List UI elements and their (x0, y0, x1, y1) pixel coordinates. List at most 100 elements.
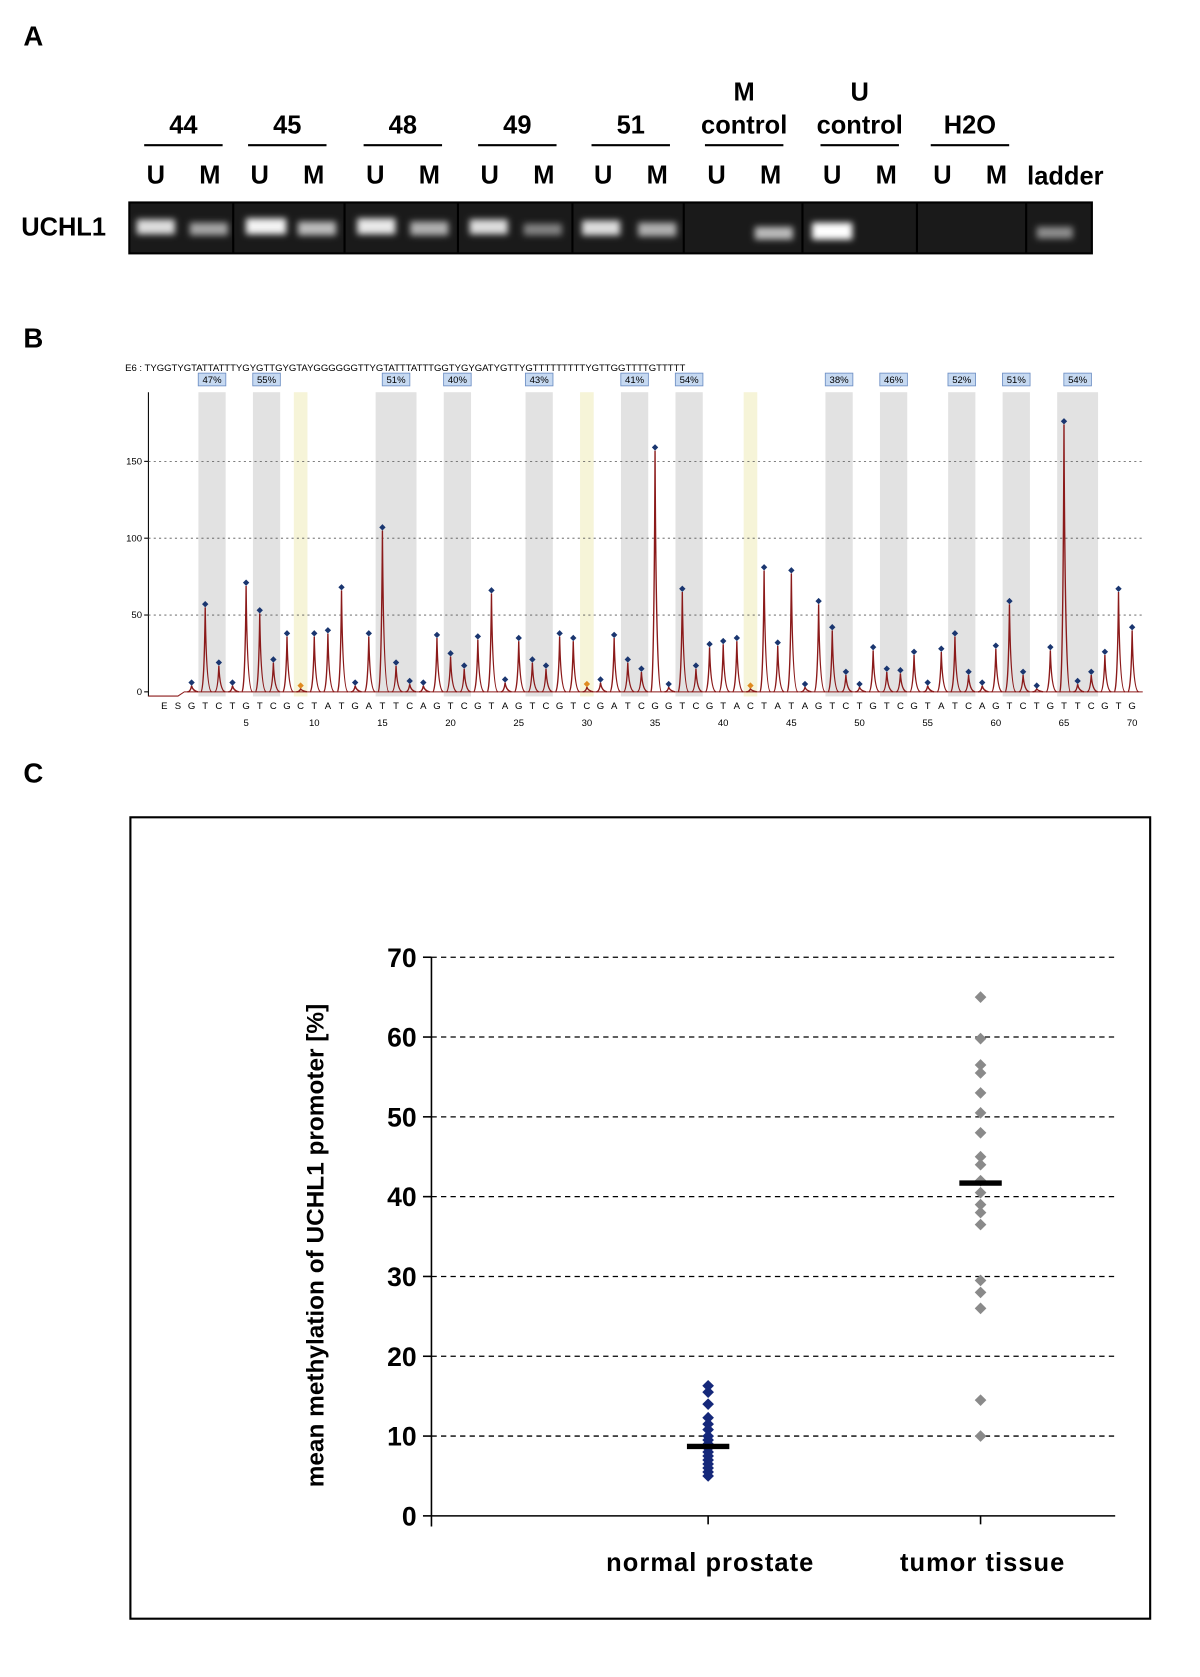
x-category-label: T (257, 701, 263, 712)
peak (759, 570, 772, 693)
y-axis-label: mean methylation of UCHL1 promoter [%] (302, 1004, 329, 1487)
x-category-label: G (651, 701, 658, 712)
peak-marker (297, 682, 304, 689)
y-tick-label: 70 (387, 943, 416, 973)
peak-marker (379, 524, 386, 531)
panel-label: A (23, 21, 43, 52)
x-category-label: G (706, 701, 713, 712)
peak (296, 687, 308, 693)
gel-band (469, 219, 508, 235)
peak (813, 604, 826, 693)
control-band (293, 392, 308, 697)
gel-band (812, 222, 853, 240)
cpg-label: 46% (884, 375, 904, 386)
sample-label: 48 (389, 112, 417, 140)
gel-band (581, 220, 621, 236)
peak-marker (338, 584, 345, 591)
peak-marker (665, 680, 672, 688)
peak (977, 685, 989, 693)
x-category-label: T (448, 701, 454, 712)
x-category-label: G (556, 701, 563, 712)
peak-marker (324, 627, 332, 634)
peak-marker (610, 631, 618, 639)
peak-marker (283, 630, 291, 637)
data-point (974, 1274, 987, 1287)
peak-marker (1074, 677, 1081, 685)
peak-marker (1047, 643, 1054, 651)
cpg-label: 43% (530, 375, 550, 386)
lane-label: M (647, 161, 668, 189)
x-tick-label: 50 (854, 718, 865, 729)
peak-marker (529, 656, 536, 663)
peak (377, 530, 390, 693)
lane-label: M (533, 161, 554, 189)
peak-marker (229, 679, 236, 686)
peak (1073, 684, 1085, 693)
y-tick-label: 40 (387, 1182, 416, 1212)
cpg-band (675, 392, 703, 697)
peak-marker (365, 630, 372, 637)
peak-marker (951, 630, 959, 637)
gel-band (136, 219, 175, 235)
x-tick-label: 65 (1059, 718, 1070, 729)
lane-label: U (147, 161, 165, 189)
peak (895, 673, 908, 693)
cpg-label: 55% (257, 375, 277, 386)
cpg-label: 51% (1007, 375, 1027, 386)
peak-marker (488, 587, 495, 594)
x-category-label: T (884, 701, 890, 712)
peak (786, 573, 799, 693)
cpg-band (879, 392, 908, 697)
peak (309, 636, 322, 693)
x-tick-label: 35 (650, 718, 661, 729)
x-tick-label: 30 (582, 718, 593, 729)
peak (554, 636, 567, 693)
x-tick-label: 70 (1127, 718, 1138, 729)
cpg-label-box (879, 372, 908, 387)
x-tick-label: 55 (922, 718, 933, 729)
ladder-label: ladder (1027, 162, 1103, 190)
x-category-label: A (502, 701, 509, 712)
x-category-label: G (351, 701, 358, 712)
peak-marker (270, 656, 277, 663)
x-category-label: A (938, 701, 945, 712)
peak-marker (869, 643, 877, 651)
x-category-label: G (474, 701, 481, 712)
peak-marker (992, 642, 1000, 649)
cpg-band (525, 392, 553, 697)
x-category-label: T (380, 701, 386, 712)
x-category-label: A (734, 701, 741, 712)
x-category-label: T (679, 701, 685, 712)
data-point (974, 1158, 987, 1171)
peak-marker (692, 662, 700, 669)
peak (1032, 687, 1044, 693)
y-tick-label: 60 (387, 1023, 416, 1053)
cpg-band (443, 392, 472, 697)
peak (459, 668, 471, 693)
peak (527, 662, 540, 693)
peak-marker (242, 579, 250, 586)
peak (827, 630, 840, 693)
peak (950, 636, 962, 693)
peak (432, 638, 444, 693)
cpg-label: 40% (448, 375, 468, 386)
x-category-label: C (638, 701, 645, 712)
lane-label: M (760, 161, 781, 189)
peak (731, 641, 744, 693)
x-category-label: G (597, 701, 604, 712)
peak (200, 607, 213, 693)
peak (472, 639, 485, 693)
peak-marker (883, 665, 890, 672)
x-category-label: A (802, 701, 809, 712)
x-category-label: C (965, 701, 972, 712)
peak (923, 685, 935, 693)
data-point (974, 1218, 987, 1231)
cpg-band (1002, 392, 1030, 697)
panel-label: C (23, 757, 43, 788)
peak-marker (570, 634, 577, 642)
peak-marker (392, 659, 400, 666)
lane-label: M (199, 161, 220, 189)
x-category-label: T (925, 701, 931, 712)
panel-c-frame (129, 816, 1152, 1620)
peak (486, 593, 499, 693)
